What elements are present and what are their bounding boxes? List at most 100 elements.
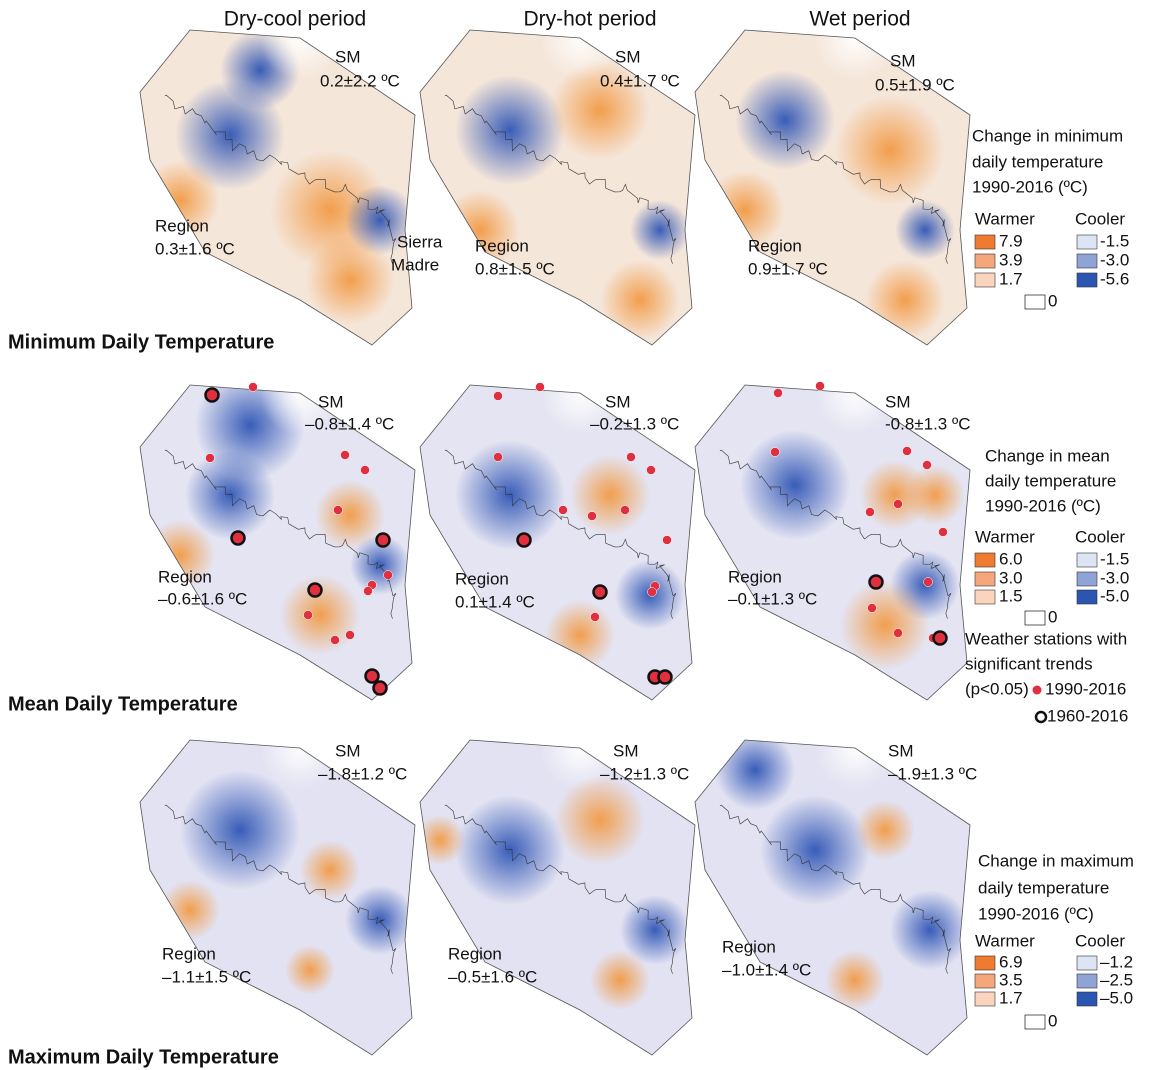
region-label: Region xyxy=(155,216,209,235)
legend-value: 3.9 xyxy=(999,250,1023,269)
station-dot xyxy=(363,586,373,596)
station-ring xyxy=(307,582,323,598)
legend-title: Change in mean xyxy=(985,446,1110,465)
legend-swatch xyxy=(1076,571,1098,587)
legend-warmer: Warmer xyxy=(975,209,1035,228)
legend-swatch xyxy=(974,552,996,568)
legend-value: -3.0 xyxy=(1100,568,1129,587)
sm-value: –1.9±1.3 ºC xyxy=(888,764,977,783)
map-blob xyxy=(570,455,650,535)
map-fill xyxy=(420,740,695,1055)
legend-value: 0 xyxy=(1048,291,1057,310)
sm-value: 0.5±1.9 ºC xyxy=(875,75,955,94)
map-border xyxy=(419,384,696,701)
legend-swatch xyxy=(974,973,996,989)
map-blob xyxy=(540,385,620,435)
legend-value: 0 xyxy=(1048,1011,1057,1030)
map-panel xyxy=(419,29,696,346)
map-panel xyxy=(694,739,971,1056)
row-title: Mean Daily Temperature xyxy=(8,693,238,715)
legend-value: -3.0 xyxy=(1100,250,1129,269)
map-fill xyxy=(695,30,970,345)
map-blob xyxy=(620,895,690,965)
station-dot xyxy=(902,446,912,456)
sm-label: SM xyxy=(335,47,361,66)
map-blob xyxy=(160,880,220,940)
stations-recent: 1990-2016 xyxy=(1045,679,1126,698)
legend-swatch xyxy=(1076,272,1098,288)
station-dot xyxy=(865,507,875,517)
legend-cooler: Cooler xyxy=(1075,931,1125,950)
station-ring xyxy=(364,668,380,684)
sm-value: –0.8±1.4 ºC xyxy=(305,414,394,433)
legend-value: 1.5 xyxy=(999,586,1023,605)
legend-value: 7.9 xyxy=(999,231,1023,250)
map-blob xyxy=(455,75,565,185)
legend-title: daily temperature xyxy=(972,152,1103,171)
region-value: –0.5±1.6 ºC xyxy=(448,967,537,986)
map-blob xyxy=(825,950,885,1010)
map-blob xyxy=(350,535,410,595)
station-dot xyxy=(345,630,355,640)
map-blob xyxy=(855,800,915,860)
map-blob xyxy=(180,770,300,890)
map-blob xyxy=(305,235,395,325)
region-value: 0.9±1.7 ºC xyxy=(748,259,828,278)
map-border xyxy=(139,29,416,346)
station-dot xyxy=(893,499,903,509)
row-title: Maximum Daily Temperature xyxy=(8,1046,279,1068)
coastline xyxy=(444,449,677,619)
station-dot xyxy=(893,628,903,638)
legend-value: 0 xyxy=(1048,607,1057,626)
legend-value: 6.9 xyxy=(999,952,1023,971)
map-blob xyxy=(865,260,945,340)
station-dot xyxy=(626,452,636,462)
map-border xyxy=(139,384,416,701)
region-label: Region xyxy=(728,567,782,586)
stations-title: (p<0.05) xyxy=(965,679,1029,698)
map-blob xyxy=(905,465,965,525)
map-fill xyxy=(695,740,970,1055)
region-value: 0.3±1.6 ºC xyxy=(155,239,235,258)
sm-value: –0.2±1.3 ºC xyxy=(590,414,679,433)
station-dot xyxy=(620,505,630,515)
map-fill xyxy=(420,30,695,345)
region-value: –1.1±1.5 ºC xyxy=(162,967,251,986)
map-blob xyxy=(840,580,930,670)
map-blob xyxy=(835,95,945,205)
legend-swatch xyxy=(974,272,996,288)
legend-value: –1.2 xyxy=(1100,952,1133,971)
stations-title: Weather stations with xyxy=(965,629,1127,648)
station-dot xyxy=(383,570,393,580)
coastline xyxy=(164,804,397,974)
stations-long: 1960-2016 xyxy=(1047,706,1128,725)
map-blob xyxy=(715,740,795,810)
station-dot xyxy=(922,460,932,470)
map-panel xyxy=(139,384,416,701)
column-title: Dry-cool period xyxy=(224,8,366,31)
annotation: Madre xyxy=(391,255,439,274)
map-border xyxy=(694,384,971,701)
legend-title: 1990-2016 (ºC) xyxy=(978,904,1094,923)
station-ring xyxy=(592,584,608,600)
map-panel xyxy=(694,29,971,346)
legend-swatch xyxy=(1076,973,1098,989)
station-dot xyxy=(535,382,545,392)
legend-value: 1.7 xyxy=(999,988,1023,1007)
map-blob xyxy=(815,385,895,435)
station-dot xyxy=(205,453,215,463)
map-fill xyxy=(140,385,415,700)
station-ring xyxy=(516,532,532,548)
region-label: Region xyxy=(722,937,776,956)
sm-value: -0.8±1.3 ºC xyxy=(885,414,970,433)
map-blob xyxy=(285,945,335,995)
region-label: Region xyxy=(748,236,802,255)
map-blob xyxy=(185,450,275,540)
station-symbol xyxy=(1034,710,1048,724)
legend-cooler: Cooler xyxy=(1075,209,1125,228)
station-symbol xyxy=(1032,685,1042,695)
station-ring xyxy=(372,680,388,696)
coastline xyxy=(719,94,952,264)
map-blob xyxy=(345,885,415,955)
